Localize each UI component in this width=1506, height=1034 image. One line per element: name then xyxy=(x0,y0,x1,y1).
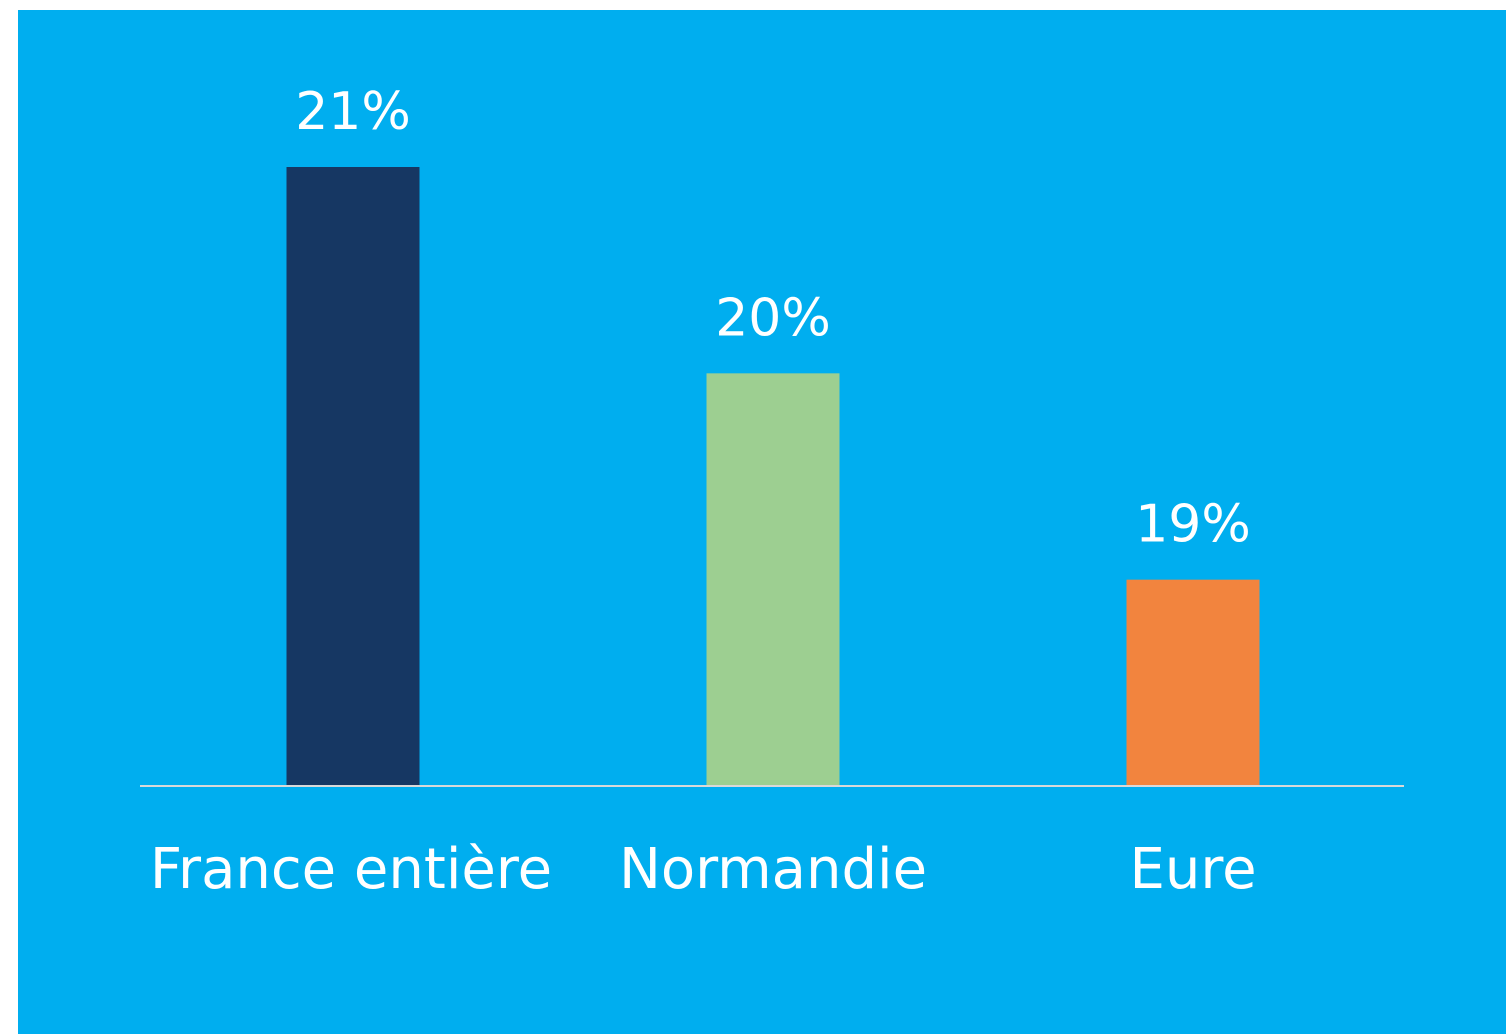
value-label: 19% xyxy=(1135,495,1251,555)
x-tick-label: France entière xyxy=(150,837,552,902)
x-tick-label: Normandie xyxy=(619,837,927,902)
bar xyxy=(286,167,420,786)
value-label: 20% xyxy=(715,288,831,348)
bar xyxy=(1126,579,1260,786)
value-label: 21% xyxy=(295,82,411,142)
x-tick-label: Eure xyxy=(1129,837,1256,902)
bar xyxy=(706,373,840,786)
